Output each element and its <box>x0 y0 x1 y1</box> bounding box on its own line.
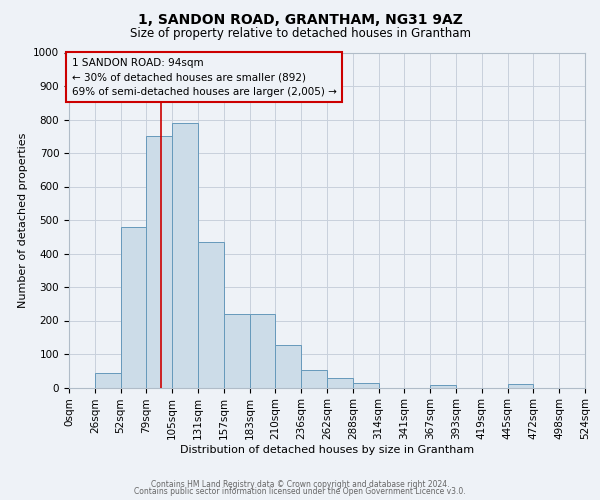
Bar <box>198 242 224 388</box>
Y-axis label: Number of detached properties: Number of detached properties <box>17 132 28 308</box>
Text: 1, SANDON ROAD, GRANTHAM, NG31 9AZ: 1, SANDON ROAD, GRANTHAM, NG31 9AZ <box>137 12 463 26</box>
Bar <box>224 314 250 388</box>
Bar <box>250 314 275 388</box>
Bar <box>353 383 379 388</box>
Bar <box>301 370 327 388</box>
Text: 1 SANDON ROAD: 94sqm
← 30% of detached houses are smaller (892)
69% of semi-deta: 1 SANDON ROAD: 94sqm ← 30% of detached h… <box>71 58 337 97</box>
Bar <box>146 136 172 388</box>
Bar <box>121 226 146 388</box>
Bar <box>172 123 198 388</box>
Text: Contains HM Land Registry data © Crown copyright and database right 2024.: Contains HM Land Registry data © Crown c… <box>151 480 449 489</box>
Bar <box>508 384 533 388</box>
Bar <box>327 378 353 388</box>
Text: Size of property relative to detached houses in Grantham: Size of property relative to detached ho… <box>130 28 470 40</box>
Bar <box>275 345 301 388</box>
Bar <box>430 386 456 388</box>
Text: Contains public sector information licensed under the Open Government Licence v3: Contains public sector information licen… <box>134 487 466 496</box>
Bar <box>95 374 121 388</box>
X-axis label: Distribution of detached houses by size in Grantham: Distribution of detached houses by size … <box>180 445 474 455</box>
